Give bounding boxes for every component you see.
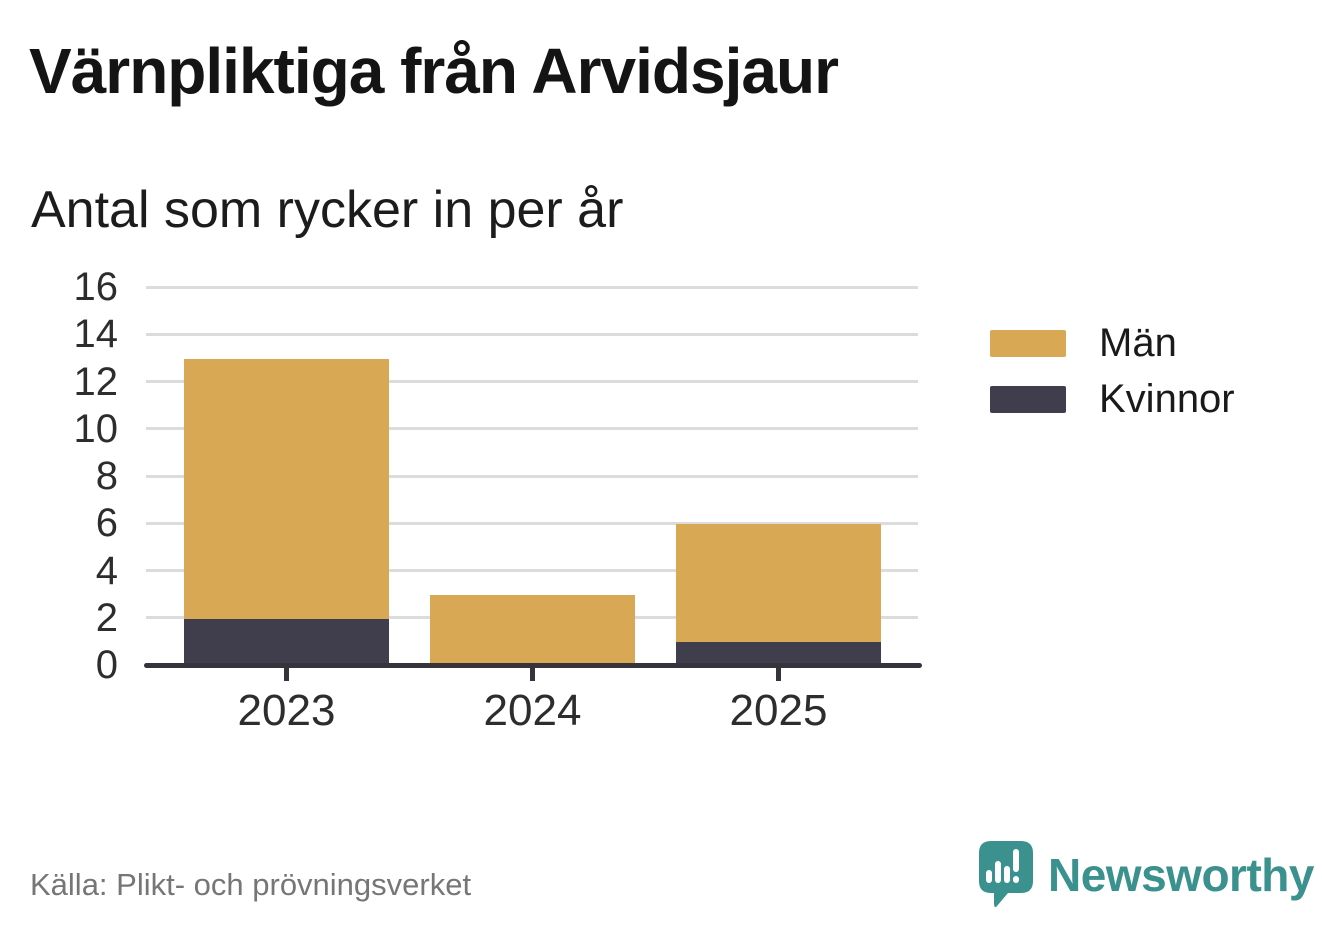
gridline-y-8 [146, 474, 918, 478]
y-tick-label-4: 4 [95, 548, 118, 593]
y-tick-label-16: 16 [73, 265, 119, 309]
gridline-y-12 [146, 380, 918, 383]
x-tick-label-2025: 2025 [729, 686, 828, 735]
y-tick-label-2: 2 [95, 595, 118, 640]
legend-swatch-män [990, 329, 1066, 357]
legend: Män Kvinnor [990, 320, 1235, 434]
bar-segment-2024-män [430, 595, 635, 666]
y-tick-label-0: 0 [95, 643, 118, 687]
chart-subtitle: Antal som rycker in per år [31, 181, 624, 239]
bar-segment-2023-kvinnor [184, 618, 389, 666]
x-axis-line [144, 663, 922, 668]
gridline-y-14 [146, 332, 918, 336]
brand-logo: Newsworthy [978, 840, 1314, 910]
x-axis-tick-2023 [284, 668, 289, 681]
y-tick-label-14: 14 [73, 312, 119, 357]
chart-title: Värnpliktiga från Arvidsjaur [29, 35, 839, 107]
y-tick-label-10: 10 [73, 406, 119, 451]
gridline-y-16 [146, 285, 918, 289]
source-note: Källa: Plikt- och prövningsverket [30, 867, 472, 902]
legend-swatch-kvinnor [990, 385, 1066, 413]
x-tick-label-2024: 2024 [483, 686, 582, 735]
brand-name: Newsworthy [1048, 849, 1314, 901]
bar-segment-2025-kvinnor [676, 642, 881, 666]
x-axis-tick-2024 [530, 668, 535, 681]
legend-item-kvinnor: Kvinnor [990, 376, 1235, 421]
legend-label-kvinnor: Kvinnor [1099, 376, 1235, 421]
y-tick-label-12: 12 [73, 359, 119, 404]
gridline-y-6 [146, 521, 918, 525]
newsworthy-speech-bubble-chart-icon [979, 841, 1033, 908]
y-tick-label-6: 6 [95, 501, 118, 546]
y-tick-label-8: 8 [95, 454, 118, 498]
bar-segment-2023-män [184, 358, 389, 619]
legend-label-män: Män [1099, 320, 1177, 365]
x-axis-tick-2025 [776, 668, 781, 681]
x-tick-label-2023: 2023 [237, 686, 336, 735]
bar-segment-2025-män [676, 524, 881, 643]
legend-item-män: Män [990, 320, 1235, 365]
gridline-y-4 [146, 569, 918, 572]
gridline-y-10 [146, 427, 918, 431]
